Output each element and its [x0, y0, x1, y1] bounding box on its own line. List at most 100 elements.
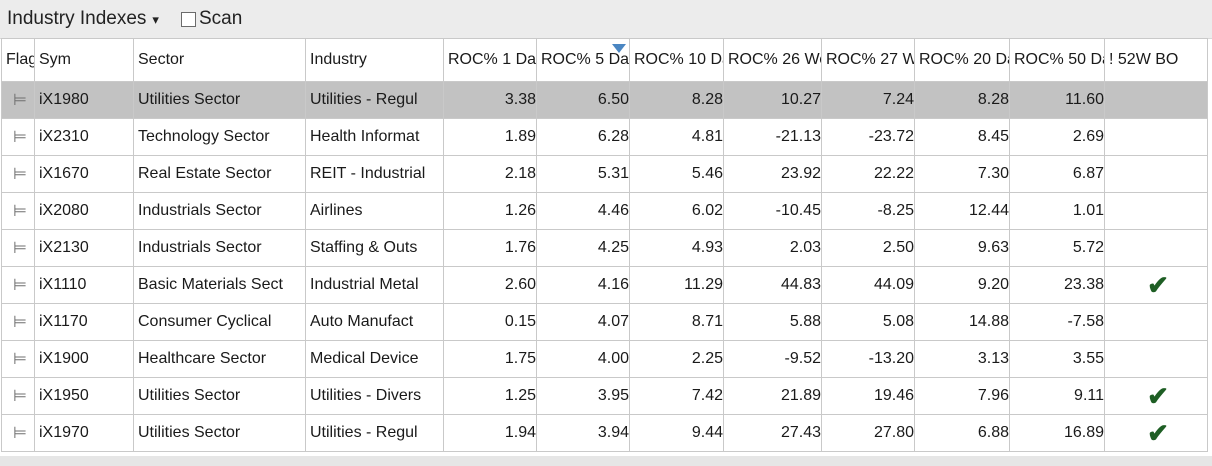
roc26w-cell: 2.03	[723, 229, 822, 267]
roc26w-cell: 21.89	[723, 377, 822, 415]
roc27w-cell: -8.25	[821, 192, 915, 230]
col-header-roc50[interactable]: ROC% 50 Daily	[1009, 38, 1105, 82]
roc50-cell: 5.72	[1009, 229, 1105, 267]
table-row[interactable]: ⊨ iX1970 Utilities Sector Utilities - Regul…	[1, 414, 1208, 452]
col-header-roc5-label: ROC% 5 Daily	[541, 51, 630, 68]
roc5-cell: 6.50	[536, 81, 630, 119]
roc50-cell: 6.87	[1009, 155, 1105, 193]
scan-toggle[interactable]: Scan	[180, 8, 243, 30]
table-row[interactable]: ⊨ iX1900 Healthcare Sector Medical Device 1.…	[1, 340, 1208, 378]
checkmark-icon: ✔	[1147, 418, 1169, 448]
industry-cell: Health Informat	[305, 118, 444, 156]
breakout-cell: ✔	[1104, 266, 1208, 304]
table-row[interactable]: ⊨ iX1670 Real Estate Sector REIT - Industri…	[1, 155, 1208, 193]
roc50-cell: 1.01	[1009, 192, 1105, 230]
flag-icon[interactable]: ⊨	[1, 266, 35, 304]
table-row[interactable]: ⊨ iX1950 Utilities Sector Utilities - Diver…	[1, 377, 1208, 415]
roc27w-cell: -23.72	[821, 118, 915, 156]
col-header-sym[interactable]: Sym	[34, 38, 134, 82]
roc10-cell: 11.29	[629, 266, 724, 304]
roc26w-cell: 5.88	[723, 303, 822, 341]
col-header-flag[interactable]: Flag	[1, 38, 35, 82]
roc10-cell: 9.44	[629, 414, 724, 452]
roc50-cell: -7.58	[1009, 303, 1105, 341]
roc1-cell: 2.18	[443, 155, 537, 193]
roc20-cell: 9.63	[914, 229, 1010, 267]
col-header-industry[interactable]: Industry	[305, 38, 444, 82]
breakout-cell: ✔	[1104, 377, 1208, 415]
roc20-cell: 14.88	[914, 303, 1010, 341]
dropdown-label: Industry Indexes	[7, 8, 147, 29]
col-header-roc1[interactable]: ROC% 1 Daily	[443, 38, 537, 82]
roc10-cell: 4.81	[629, 118, 724, 156]
col-header-sector[interactable]: Sector	[133, 38, 306, 82]
roc20-cell: 7.96	[914, 377, 1010, 415]
roc5-cell: 6.28	[536, 118, 630, 156]
table-row[interactable]: ⊨ iX1170 Consumer Cyclical Auto Manufact 0.1…	[1, 303, 1208, 341]
flag-icon[interactable]: ⊨	[1, 155, 35, 193]
flag-icon[interactable]: ⊨	[1, 303, 35, 341]
roc5-cell: 4.16	[536, 266, 630, 304]
breakout-cell: ✔	[1104, 414, 1208, 452]
col-header-roc10[interactable]: ROC% 10 Daily	[629, 38, 724, 82]
col-header-roc20[interactable]: ROC% 20 Daily	[914, 38, 1010, 82]
table-row[interactable]: ⊨ iX1110 Basic Materials Sect Industrial Me…	[1, 266, 1208, 304]
sector-cell: Basic Materials Sect	[133, 266, 306, 304]
col-header-52w-bo[interactable]: ! 52W BO	[1104, 38, 1208, 82]
roc26w-cell: 27.43	[723, 414, 822, 452]
flag-icon[interactable]: ⊨	[1, 377, 35, 415]
breakout-cell	[1104, 192, 1208, 230]
sector-cell: Utilities Sector	[133, 414, 306, 452]
roc50-cell: 16.89	[1009, 414, 1105, 452]
scan-label: Scan	[198, 8, 243, 29]
table-row[interactable]: ⊨ iX2130 Industrials Sector Staffing & Outs…	[1, 229, 1208, 267]
industry-indexes-dropdown[interactable]: Industry Indexes ▾	[7, 8, 159, 30]
flag-icon[interactable]: ⊨	[1, 229, 35, 267]
flag-icon[interactable]: ⊨	[1, 340, 35, 378]
table-row[interactable]: ⊨ iX2080 Industrials Sector Airlines 1.26 4.4…	[1, 192, 1208, 230]
industry-cell: Industrial Metal	[305, 266, 444, 304]
header-row: Flag Sym Sector Industry ROC% 1 Daily RO…	[1, 38, 1208, 82]
flag-icon[interactable]: ⊨	[1, 118, 35, 156]
breakout-cell	[1104, 340, 1208, 378]
table-row[interactable]: ⊨ iX2310 Technology Sector Health Informat 1…	[1, 118, 1208, 156]
roc10-cell: 2.25	[629, 340, 724, 378]
symbol-cell: iX1970	[34, 414, 134, 452]
sort-descending-icon	[612, 44, 626, 53]
roc20-cell: 6.88	[914, 414, 1010, 452]
symbol-cell: iX1670	[34, 155, 134, 193]
roc1-cell: 1.26	[443, 192, 537, 230]
horizontal-scrollbar[interactable]	[0, 456, 1212, 466]
roc50-cell: 2.69	[1009, 118, 1105, 156]
flag-icon[interactable]: ⊨	[1, 192, 35, 230]
breakout-cell	[1104, 229, 1208, 267]
roc1-cell: 1.94	[443, 414, 537, 452]
scan-checkbox[interactable]	[180, 11, 196, 27]
sector-cell: Utilities Sector	[133, 377, 306, 415]
col-header-roc27w[interactable]: ROC% 27 Weekly	[821, 38, 915, 82]
symbol-cell: iX2130	[34, 229, 134, 267]
sector-cell: Real Estate Sector	[133, 155, 306, 193]
roc1-cell: 2.60	[443, 266, 537, 304]
roc27w-cell: 22.22	[821, 155, 915, 193]
roc10-cell: 6.02	[629, 192, 724, 230]
roc27w-cell: 5.08	[821, 303, 915, 341]
flag-icon[interactable]: ⊨	[1, 81, 35, 119]
symbol-cell: iX2310	[34, 118, 134, 156]
industry-cell: Utilities - Regul	[305, 414, 444, 452]
roc20-cell: 8.45	[914, 118, 1010, 156]
col-header-roc26w[interactable]: ROC% 26 Weekly	[723, 38, 822, 82]
roc10-cell: 8.71	[629, 303, 724, 341]
sector-cell: Consumer Cyclical	[133, 303, 306, 341]
table-row[interactable]: ⊨ iX1980 Utilities Sector Utilities - Regul…	[1, 81, 1208, 119]
checkmark-icon: ✔	[1147, 381, 1169, 411]
flag-icon[interactable]: ⊨	[1, 414, 35, 452]
roc50-cell: 23.38	[1009, 266, 1105, 304]
roc1-cell: 1.75	[443, 340, 537, 378]
roc20-cell: 8.28	[914, 81, 1010, 119]
industry-cell: Staffing & Outs	[305, 229, 444, 267]
roc1-cell: 3.38	[443, 81, 537, 119]
col-header-roc5[interactable]: ROC% 5 Daily	[536, 38, 630, 82]
roc26w-cell: 10.27	[723, 81, 822, 119]
sector-cell: Technology Sector	[133, 118, 306, 156]
